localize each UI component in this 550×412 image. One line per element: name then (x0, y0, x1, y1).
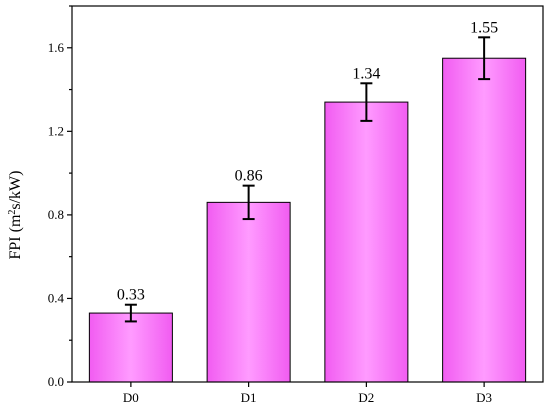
bar-D2 (324, 101, 409, 383)
error-bars-group (124, 36, 491, 323)
data-label-D0: 0.33 (117, 287, 145, 304)
data-label-D3: 1.55 (470, 19, 498, 36)
y-tick-label: 1.6 (48, 40, 65, 55)
y-tick-label: 0.4 (48, 290, 65, 305)
y-tick-label: 1.2 (48, 123, 64, 138)
x-tick-label-D1: D1 (241, 390, 257, 405)
data-labels-group: 0.33 0.86 1.34 1.55 (117, 19, 498, 303)
y-tick-label: 0.8 (48, 207, 64, 222)
y-tick-label: 0.0 (48, 374, 64, 389)
bars-group (88, 57, 527, 383)
bar-D1 (206, 201, 291, 383)
plot-frame (71, 5, 544, 383)
error-bar-D3 (478, 36, 491, 81)
y-axis-title-part-1: FPI (m (7, 214, 24, 259)
bar-D0 (88, 312, 173, 383)
x-tick-label-D3: D3 (476, 390, 492, 405)
y-axis-title: FPI (m2s/kW) (7, 170, 25, 259)
axes-group: 0.0 0.4 0.8 1.2 1.6 D0 D1 D2 D3 (48, 5, 544, 405)
error-bar-D2 (360, 82, 373, 122)
error-bar-D1 (242, 184, 255, 221)
data-label-D2: 1.34 (352, 65, 380, 82)
x-tick-label-D0: D0 (123, 390, 139, 405)
error-bar-D0 (124, 303, 137, 323)
x-tick-label-D2: D2 (358, 390, 374, 405)
bar-D3 (442, 57, 527, 383)
data-label-D1: 0.86 (235, 168, 263, 185)
y-axis-title-superscript: 2 (7, 210, 18, 215)
y-axis-title-part-2: s/kW) (7, 170, 24, 209)
